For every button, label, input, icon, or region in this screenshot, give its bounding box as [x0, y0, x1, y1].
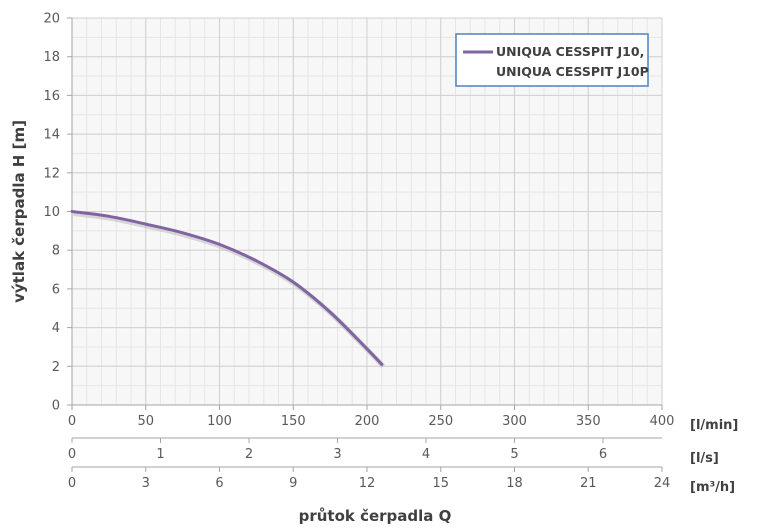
x-tick-label: 15: [432, 476, 449, 491]
x-axis-title: průtok čerpadla Q: [299, 507, 452, 525]
x-tick-label: 400: [650, 414, 675, 429]
y-axis-ticks: 0 2 4 6 8 10 12 14 16 18 20: [43, 12, 73, 414]
x-tick-label: 250: [428, 414, 453, 429]
x-tick-label: 2: [245, 447, 253, 462]
x-tick-label: 18: [506, 476, 523, 491]
x-axis-1: 0 50 100 150 200 250 300 350 400 [l/min]: [68, 404, 738, 433]
y-tick-label: 2: [52, 360, 60, 375]
y-axis-title: výtlak čerpadla H [m]: [10, 120, 28, 303]
x-tick-label: 6: [599, 447, 607, 462]
x-tick-label: 24: [654, 476, 671, 491]
y-tick-label: 12: [43, 166, 60, 181]
x-tick-label: 6: [215, 476, 223, 491]
x-tick-label: 0: [68, 414, 76, 429]
x-tick-label: 12: [359, 476, 376, 491]
y-tick-label: 0: [52, 399, 60, 414]
series-point: [380, 363, 383, 366]
x-tick-label: 100: [207, 414, 232, 429]
legend-label-line-1: UNIQUA CESSPIT J10,: [496, 44, 644, 59]
y-tick-label: 6: [52, 282, 60, 297]
x-tick-label: 9: [289, 476, 297, 491]
series-point: [328, 310, 332, 314]
y-tick-label: 20: [43, 12, 60, 27]
x-axis-3: 0 3 6 9 12 15 18 21 24 [m³/h]: [68, 466, 735, 495]
series-point: [255, 259, 258, 263]
x-tick-label: 4: [422, 447, 430, 462]
x-tick-label: 200: [355, 414, 380, 429]
x-tick-label: 0: [68, 476, 76, 491]
legend-label-line-2: UNIQUA CESSPIT J10P: [496, 64, 649, 79]
x-axis-unit-label: [l/s]: [690, 451, 719, 466]
x-tick-label: 1: [156, 447, 164, 462]
x-axis-2: 0 1 2 3 4 5 6 [l/s]: [68, 437, 719, 466]
y-tick-label: 10: [43, 205, 60, 220]
y-tick-label: 8: [52, 244, 60, 259]
x-axes-group: 0 50 100 150 200 250 300 350 400 [l/min]0 1 2 3 4 5 6 [l…: [68, 404, 738, 495]
series-point: [365, 347, 369, 351]
x-tick-label: 5: [510, 447, 518, 462]
series-group: [70, 210, 386, 369]
x-tick-label: 50: [137, 414, 154, 429]
x-tick-label: 150: [281, 414, 306, 429]
series-point: [292, 280, 295, 284]
x-tick-label: 3: [333, 447, 341, 462]
series-point: [107, 215, 111, 218]
series-point: [70, 210, 74, 213]
x-tick-label: 300: [502, 414, 527, 429]
series-line: [70, 210, 384, 366]
x-tick-label: 0: [68, 447, 76, 462]
y-tick-label: 4: [52, 321, 60, 336]
x-tick-label: 21: [580, 476, 597, 491]
legend: UNIQUA CESSPIT J10, UNIQUA CESSPIT J10P: [455, 33, 649, 87]
y-tick-label: 16: [43, 89, 60, 104]
series-point: [144, 222, 147, 226]
x-axis-unit-label: [l/min]: [690, 418, 738, 433]
series-point: [181, 231, 184, 234]
y-tick-label: 14: [43, 128, 60, 143]
y-tick-label: 18: [43, 50, 60, 65]
x-tick-label: 3: [142, 476, 150, 491]
x-axis-unit-label: [m³/h]: [690, 480, 735, 495]
legend-box: [455, 33, 649, 87]
x-tick-label: 350: [576, 414, 601, 429]
series-point: [218, 243, 221, 246]
